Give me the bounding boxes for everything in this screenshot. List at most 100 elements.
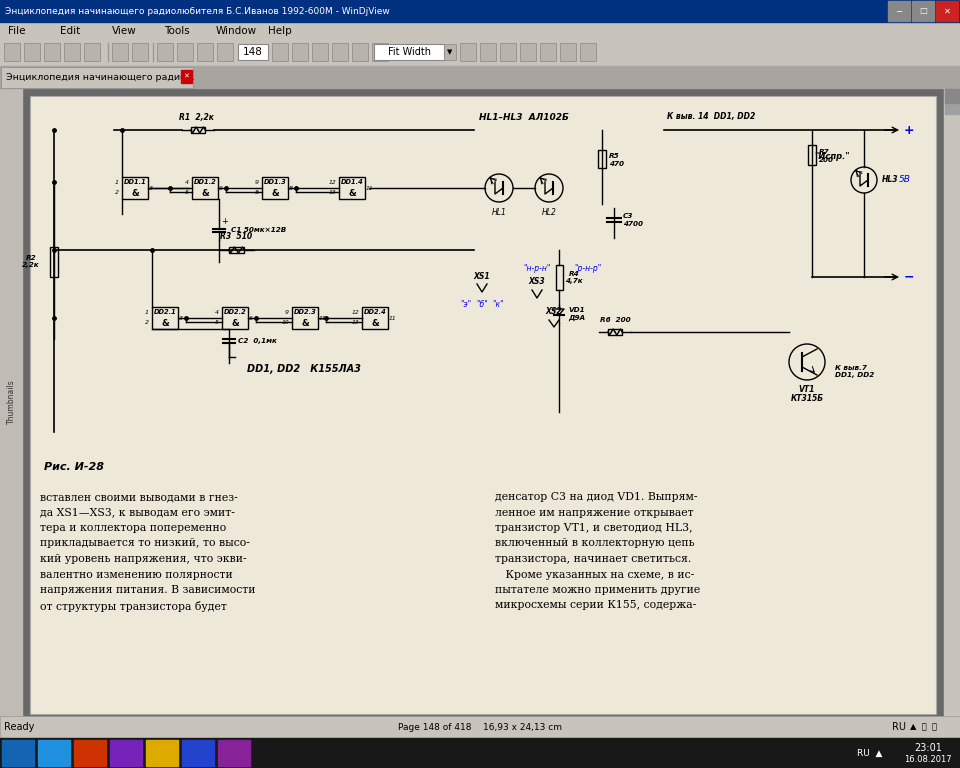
Bar bbox=[110, 740, 142, 766]
Text: 8: 8 bbox=[289, 186, 293, 190]
Text: DD1, DD2   К155ЛА3: DD1, DD2 К155ЛА3 bbox=[247, 364, 361, 374]
Text: кий уровень напряжения, что экви-: кий уровень напряжения, что экви- bbox=[40, 554, 247, 564]
Bar bbox=[912, 1, 934, 21]
Bar bbox=[152, 307, 178, 329]
Text: микросхемы серии К155, содержа-: микросхемы серии К155, содержа- bbox=[495, 601, 696, 611]
Bar bbox=[177, 43, 193, 61]
Text: "Испр.": "Испр." bbox=[814, 152, 850, 161]
Text: R5
470: R5 470 bbox=[609, 154, 624, 167]
Text: 13: 13 bbox=[351, 319, 359, 325]
Text: RU: RU bbox=[892, 722, 906, 732]
Text: DD2.2: DD2.2 bbox=[224, 309, 247, 315]
Bar bbox=[352, 43, 368, 61]
Text: &: & bbox=[202, 188, 209, 197]
Text: "к": "к" bbox=[492, 300, 504, 309]
Text: 8: 8 bbox=[255, 190, 259, 194]
Bar bbox=[520, 43, 536, 61]
Text: 3: 3 bbox=[179, 316, 183, 320]
Text: −: − bbox=[904, 270, 915, 283]
Bar bbox=[24, 43, 40, 61]
Text: "р-н-р": "р-н-р" bbox=[574, 264, 602, 273]
Bar bbox=[0, 738, 960, 768]
Text: 2: 2 bbox=[115, 190, 119, 194]
Bar bbox=[312, 43, 328, 61]
Bar bbox=[362, 307, 388, 329]
Bar bbox=[332, 43, 348, 61]
Bar bbox=[372, 43, 388, 61]
Text: 9: 9 bbox=[255, 180, 259, 184]
Text: DD2.4: DD2.4 bbox=[364, 309, 386, 315]
Bar bbox=[580, 43, 596, 61]
Text: 11: 11 bbox=[389, 316, 396, 320]
Bar bbox=[292, 43, 308, 61]
Text: &: & bbox=[271, 188, 278, 197]
Bar bbox=[272, 43, 288, 61]
Bar bbox=[181, 70, 192, 83]
Bar bbox=[0, 40, 960, 66]
Text: денсатор С3 на диод VD1. Выпрям-: денсатор С3 на диод VD1. Выпрям- bbox=[495, 492, 698, 502]
Bar bbox=[191, 127, 205, 133]
Text: 5: 5 bbox=[185, 190, 189, 194]
Text: DD1.3: DD1.3 bbox=[264, 179, 286, 185]
Text: &: & bbox=[301, 319, 309, 327]
Text: Fit Width: Fit Width bbox=[388, 47, 430, 57]
Text: 9: 9 bbox=[285, 310, 289, 315]
Bar bbox=[30, 96, 936, 714]
Text: +: + bbox=[904, 124, 915, 137]
Text: от структуры транзистора будет: от структуры транзистора будет bbox=[40, 601, 227, 611]
Text: ▲  🔊  🖥: ▲ 🔊 🖥 bbox=[910, 723, 937, 731]
Bar bbox=[84, 43, 100, 61]
Bar bbox=[38, 740, 70, 766]
Bar bbox=[598, 150, 606, 168]
Text: 4: 4 bbox=[215, 310, 219, 315]
Bar bbox=[182, 740, 214, 766]
Text: HL1–HL3  АЛ102Б: HL1–HL3 АЛ102Б bbox=[479, 112, 569, 121]
Text: 1: 1 bbox=[115, 180, 119, 184]
Bar bbox=[238, 44, 268, 60]
Text: Page 148 of 418    16,93 x 24,13 cm: Page 148 of 418 16,93 x 24,13 cm bbox=[398, 723, 562, 731]
Text: XS3: XS3 bbox=[529, 277, 545, 286]
Bar bbox=[132, 43, 148, 61]
Text: □: □ bbox=[919, 6, 927, 15]
Text: Help: Help bbox=[268, 26, 292, 36]
Text: Энциклопедия начинающего радиолюбителя Б.С.Иванов 1992-600M - WinDjView: Энциклопедия начинающего радиолюбителя Б… bbox=[5, 6, 390, 15]
Text: 6: 6 bbox=[219, 186, 223, 190]
Text: "б": "б" bbox=[476, 300, 488, 309]
Bar bbox=[374, 44, 444, 60]
Text: R1  2,2к: R1 2,2к bbox=[179, 113, 213, 122]
Bar bbox=[157, 43, 173, 61]
Bar bbox=[217, 43, 233, 61]
Text: &: & bbox=[372, 319, 379, 327]
Bar bbox=[945, 89, 959, 103]
Bar bbox=[228, 247, 245, 253]
Bar bbox=[0, 22, 960, 40]
Text: DD1.4: DD1.4 bbox=[341, 179, 364, 185]
Text: С3
4700: С3 4700 bbox=[623, 214, 643, 227]
Bar bbox=[74, 740, 106, 766]
Text: Tools: Tools bbox=[164, 26, 190, 36]
Text: Ready: Ready bbox=[4, 722, 35, 732]
Text: вставлен своими выводами в гнез-: вставлен своими выводами в гнез- bbox=[40, 492, 238, 502]
Bar bbox=[192, 177, 218, 199]
Text: RU  ▲: RU ▲ bbox=[857, 749, 882, 757]
Text: Thumbnails: Thumbnails bbox=[7, 379, 15, 425]
Text: напряжения питания. В зависимости: напряжения питания. В зависимости bbox=[40, 585, 255, 595]
Text: 5: 5 bbox=[215, 319, 219, 325]
Text: HL1: HL1 bbox=[492, 208, 507, 217]
Text: R6  200: R6 200 bbox=[600, 317, 631, 323]
Text: транзистора, начинает светиться.: транзистора, начинает светиться. bbox=[495, 554, 691, 564]
Text: К выв. 14  DD1, DD2: К выв. 14 DD1, DD2 bbox=[667, 112, 756, 121]
Text: HL2: HL2 bbox=[541, 208, 557, 217]
Bar bbox=[945, 89, 959, 114]
Text: валентно изменению полярности: валентно изменению полярности bbox=[40, 570, 232, 580]
Text: DD2.1: DD2.1 bbox=[154, 309, 177, 315]
Text: ▼: ▼ bbox=[447, 49, 453, 55]
Text: пытателе можно применить другие: пытателе можно применить другие bbox=[495, 585, 700, 595]
Text: R4
4,7к: R4 4,7к bbox=[565, 271, 583, 284]
Bar bbox=[146, 740, 178, 766]
Text: да XS1—XS3, к выводам его эмит-: да XS1—XS3, к выводам его эмит- bbox=[40, 508, 235, 518]
Text: DD1.1: DD1.1 bbox=[124, 179, 146, 185]
Text: R3  510: R3 510 bbox=[220, 232, 252, 241]
Text: Edit: Edit bbox=[60, 26, 81, 36]
Text: Window: Window bbox=[216, 26, 257, 36]
